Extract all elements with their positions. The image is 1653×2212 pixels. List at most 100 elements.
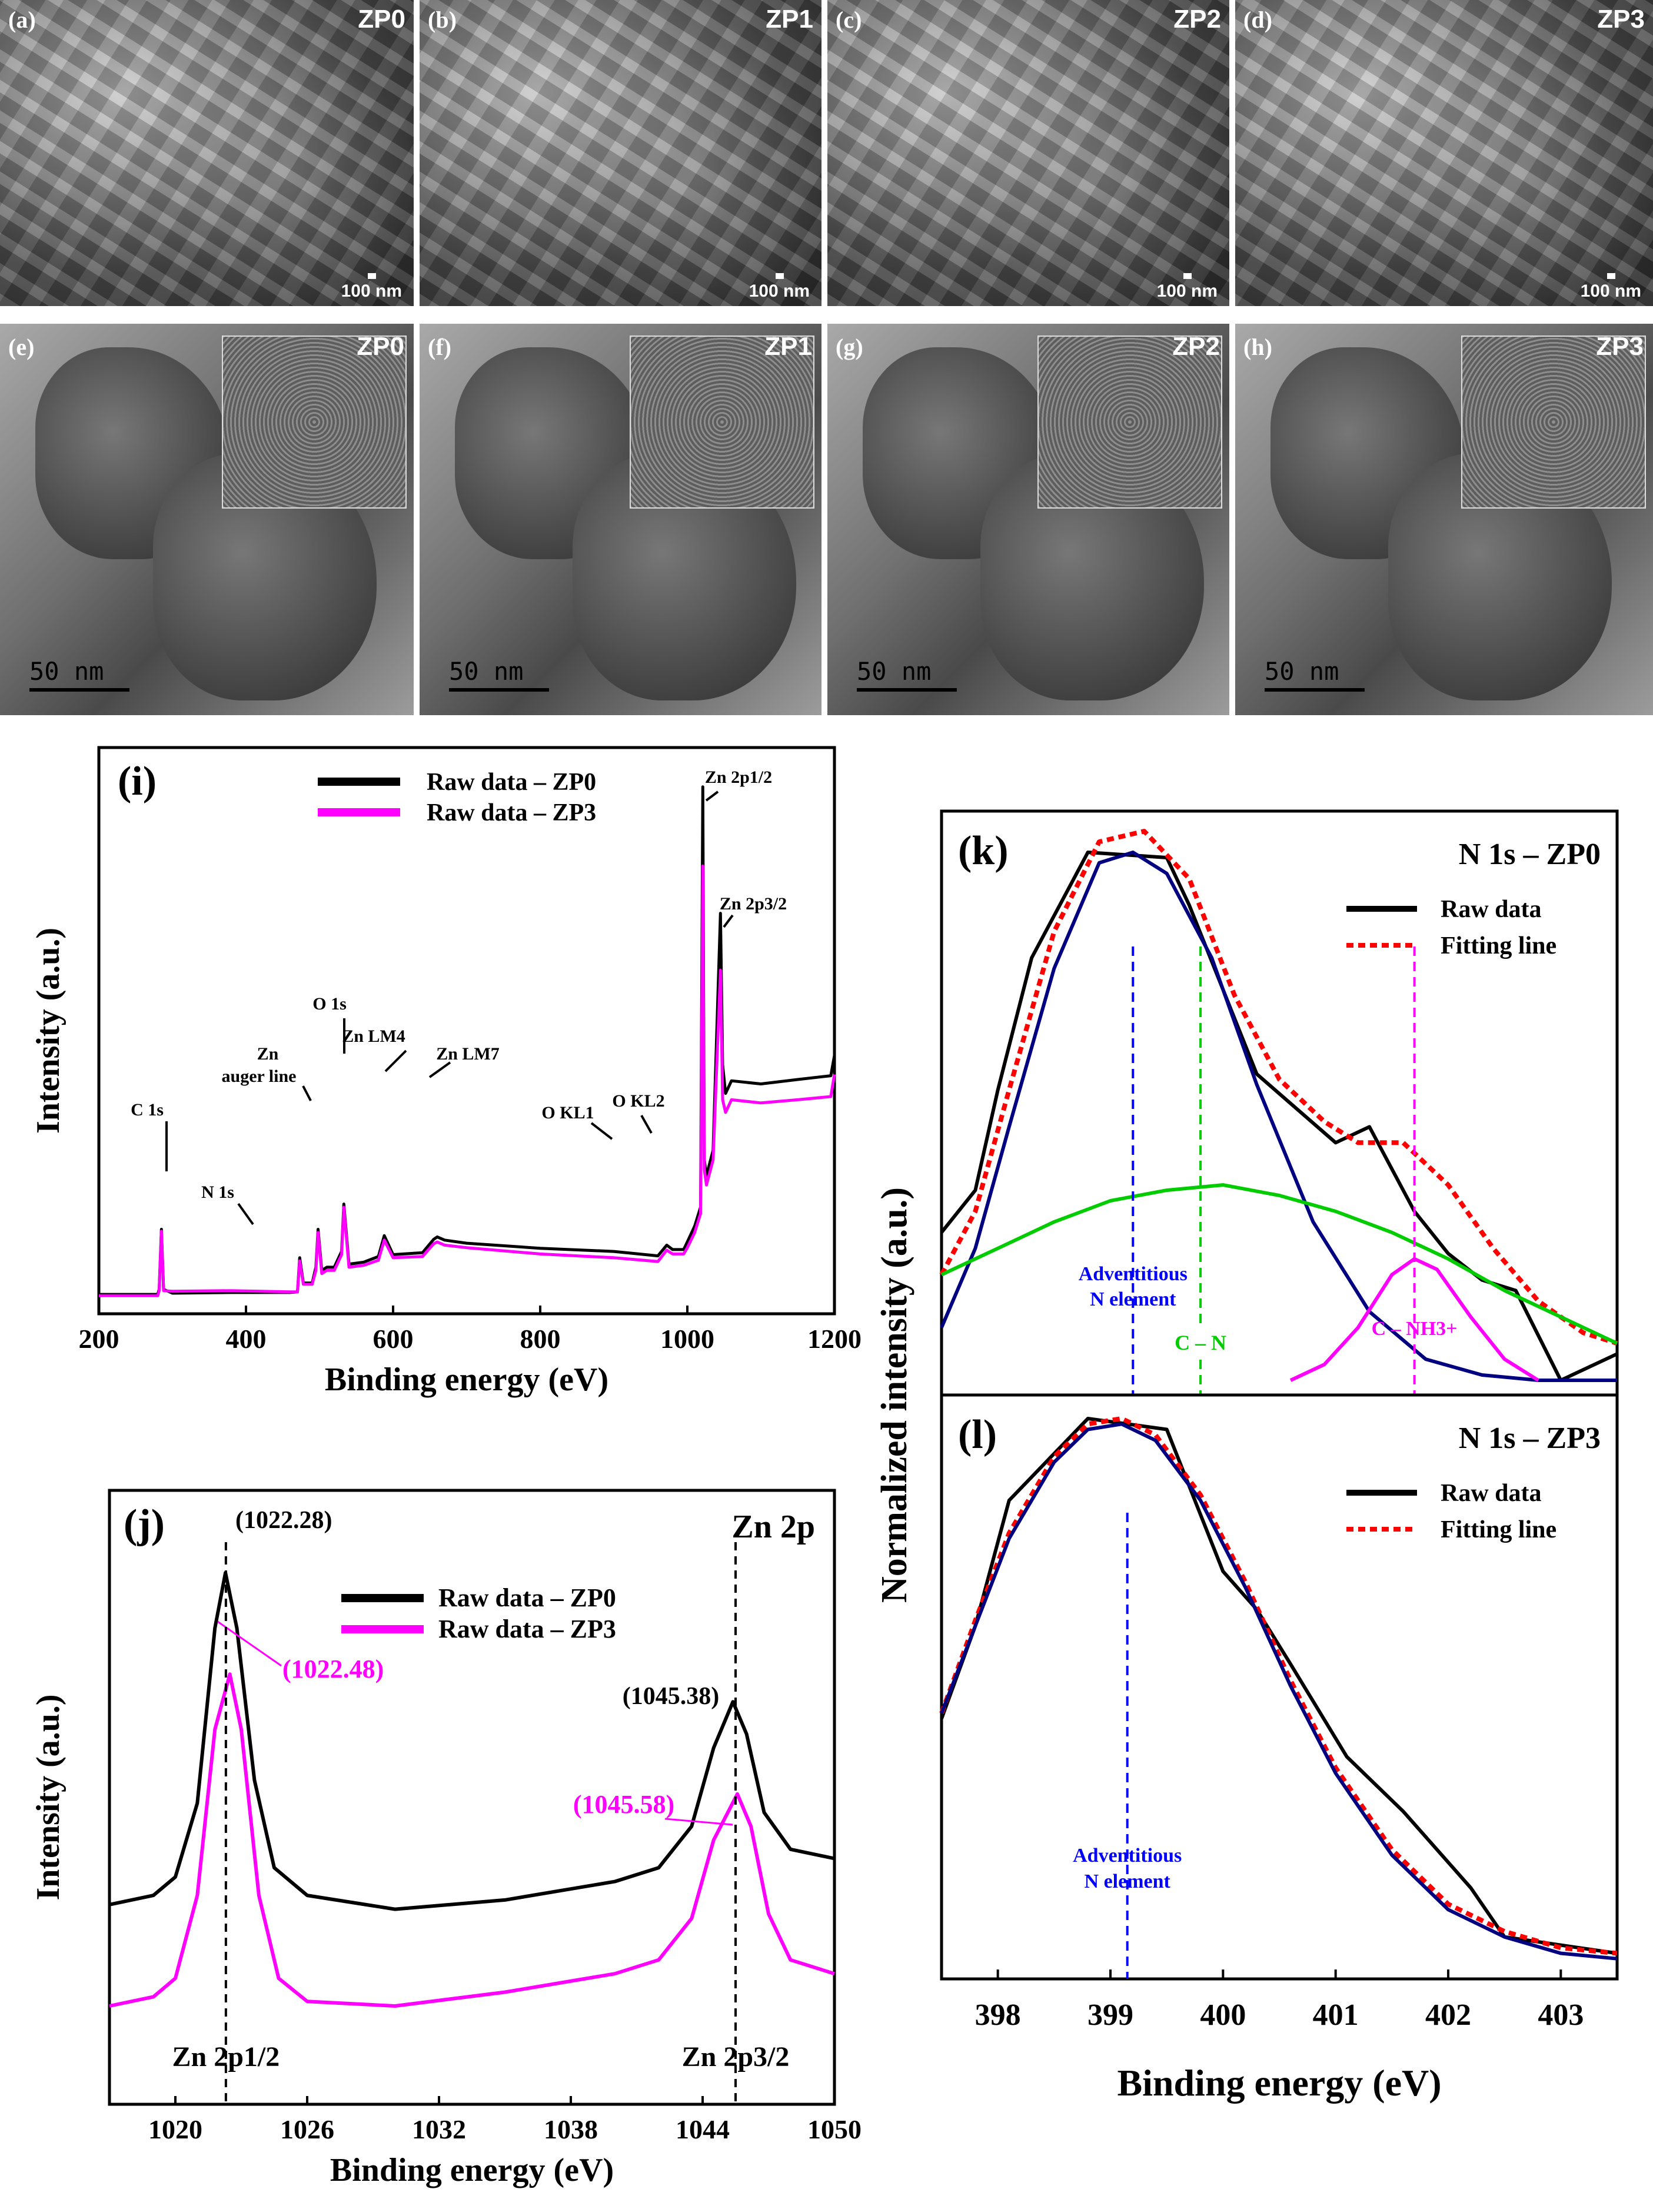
sem-panel: (d) ZP3 100 nm	[1235, 0, 1653, 306]
panel-letter: (e)	[8, 334, 35, 360]
tem-panel: (h) ZP3 50 nm	[1235, 324, 1653, 715]
leader-line	[217, 1620, 282, 1667]
panel-letter: (i)	[118, 759, 157, 804]
annotation-arrow	[705, 791, 719, 802]
x-tick-label: 402	[1425, 1998, 1471, 2032]
sample-label: ZP0	[358, 5, 405, 34]
chart-title: N 1s – ZP3	[1459, 1421, 1601, 1455]
legend-label-fit: Fitting line	[1441, 1516, 1556, 1543]
panel-letter: (d)	[1243, 6, 1272, 33]
sample-label: ZP2	[1173, 5, 1221, 34]
panel-letter: (b)	[428, 6, 457, 33]
panel-letter: (c)	[836, 6, 862, 33]
x-tick-label: 1038	[544, 2114, 598, 2144]
panel-letter: (a)	[8, 6, 36, 33]
peak-value-label: (1022.48)	[282, 1655, 384, 1683]
x-tick-label: 1032	[412, 2114, 466, 2144]
series-line	[940, 851, 1618, 1382]
y-axis-label: Intensity (a.u.)	[30, 1694, 66, 1900]
x-tick-label: 399	[1087, 1998, 1133, 2032]
component-label: C – NH3+	[1372, 1318, 1458, 1340]
scale-bar-label: 50 nm	[1265, 657, 1339, 686]
sem-panel: (a) ZP0 100 nm	[0, 0, 414, 306]
annotation-arrow	[723, 914, 734, 928]
annotation-arrow	[302, 1085, 312, 1101]
panel-letter: (j)	[124, 1502, 165, 1547]
peak-position-label: Zn 2p1/2	[172, 2041, 280, 2072]
y-axis-label: Normalized intensity (a.u.)	[874, 1187, 914, 1603]
x-tick-label: 1020	[148, 2114, 202, 2144]
annotation-arrow	[384, 1049, 407, 1072]
chart-title: N 1s – ZP0	[1459, 838, 1601, 871]
peak-annotation: Zn 2p1/2	[705, 768, 772, 787]
peak-annotation: Zn	[257, 1044, 279, 1064]
peak-value-label: (1045.38)	[623, 1683, 719, 1710]
x-tick-label: 1200	[807, 1324, 862, 1354]
scale-bar	[1607, 273, 1615, 279]
y-axis-label: Intensity (a.u.)	[30, 928, 66, 1134]
panel-letter: (h)	[1243, 334, 1272, 360]
legend-label-zp3: Raw data – ZP3	[427, 799, 596, 826]
peak-position-label: Zn 2p3/2	[682, 2041, 790, 2072]
sem-panel: (b) ZP1 100 nm	[420, 0, 821, 306]
series-line-zp3	[99, 864, 836, 1297]
component-label: Adventitious	[1079, 1263, 1188, 1285]
component-label: Adventitious	[1073, 1845, 1182, 1866]
scale-bar-label: 100 nm	[341, 281, 402, 301]
scale-bar	[29, 688, 129, 692]
annotation-arrow	[237, 1203, 254, 1225]
tem-panel: (e) ZP0 50 nm	[0, 324, 414, 715]
peak-annotation: O 1s	[312, 994, 347, 1014]
sample-label: ZP1	[766, 5, 813, 34]
peak-value-label: (1045.58)	[573, 1790, 674, 1819]
peak-annotation: Zn LM7	[436, 1044, 500, 1064]
peak-value-label: (1022.28)	[235, 1507, 332, 1534]
scale-bar-label: 100 nm	[1580, 281, 1641, 301]
peak-annotation: N 1s	[201, 1183, 234, 1202]
chart-l-frame	[940, 1393, 1619, 1981]
hrtem-inset	[630, 336, 814, 509]
x-tick-label: 1026	[280, 2114, 334, 2144]
chart-title: Zn 2p	[731, 1509, 815, 1545]
tem-panel: (f) ZP1 50 nm	[420, 324, 821, 715]
peak-annotation: Zn 2p3/2	[720, 894, 787, 914]
label-background	[1153, 1324, 1248, 1360]
peak-annotation: O KL1	[541, 1103, 594, 1122]
series-line	[939, 829, 1618, 1346]
annotation-arrow	[590, 1122, 613, 1140]
x-tick-label: 403	[1538, 1998, 1584, 2032]
scale-bar	[449, 688, 549, 692]
series-line	[939, 1416, 1618, 1956]
x-tick-label: 600	[373, 1324, 414, 1354]
x-tick-label: 1000	[660, 1324, 714, 1354]
series-line	[940, 1422, 1618, 1961]
x-axis-label: Binding energy (eV)	[330, 2152, 614, 2188]
sample-label: ZP3	[1596, 332, 1644, 361]
x-tick-label: 1044	[676, 2114, 730, 2144]
leader-line	[664, 1818, 733, 1826]
component-label: N element	[1085, 1871, 1171, 1892]
scale-bar	[857, 688, 957, 692]
panel-letter: (k)	[958, 828, 1009, 873]
tem-panel: (g) ZP2 50 nm	[827, 324, 1229, 715]
peak-annotation: auger line	[222, 1067, 297, 1086]
annotation-arrow	[640, 1115, 653, 1134]
peak-annotation: C 1s	[131, 1100, 164, 1120]
legend-label-zp3: Raw data – ZP3	[438, 1615, 616, 1643]
legend-label-zp0: Raw data – ZP0	[427, 769, 596, 796]
sample-label: ZP3	[1597, 5, 1645, 34]
scale-bar	[1183, 273, 1192, 279]
component-label: C – N	[1175, 1331, 1226, 1354]
peak-annotation: O KL2	[612, 1091, 664, 1111]
sample-label: ZP1	[764, 332, 812, 361]
legend-label-zp0: Raw data – ZP0	[438, 1583, 616, 1612]
series-line	[940, 851, 1617, 1382]
scale-bar-label: 50 nm	[29, 657, 104, 686]
sample-label: ZP2	[1172, 332, 1220, 361]
series-line	[940, 1183, 1618, 1345]
panel-letter: (f)	[428, 334, 451, 360]
x-tick-label: 200	[79, 1324, 119, 1354]
x-axis-label: Binding energy (eV)	[1117, 2062, 1441, 2104]
chart-i-frame	[97, 746, 836, 1316]
